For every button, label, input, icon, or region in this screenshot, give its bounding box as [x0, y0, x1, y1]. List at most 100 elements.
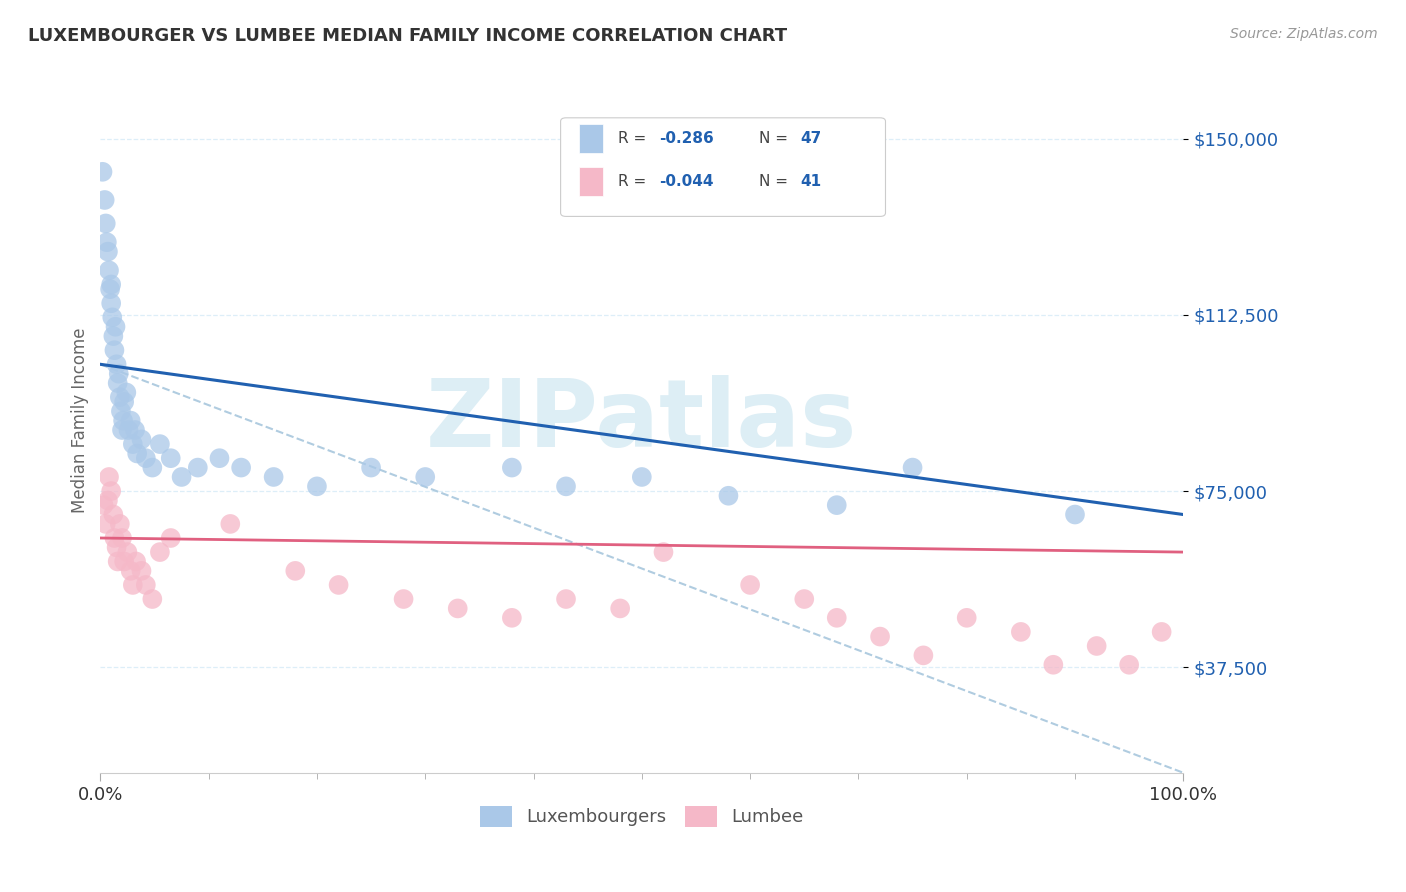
Point: [131, 564, 153, 578]
Point: [108, 390, 131, 404]
Point: [117, 423, 139, 437]
Point: [120, 564, 142, 578]
Point: [93, 193, 115, 207]
Point: [501, 460, 523, 475]
Point: [305, 479, 328, 493]
Point: [94, 516, 117, 531]
Point: [103, 531, 125, 545]
Point: [103, 343, 125, 358]
Point: [413, 470, 436, 484]
Point: [91, 165, 114, 179]
Point: [869, 630, 891, 644]
Point: [1118, 657, 1140, 672]
Point: [112, 395, 135, 409]
Point: [108, 516, 131, 531]
Text: -0.286: -0.286: [659, 131, 714, 146]
Point: [101, 310, 124, 325]
Point: [740, 578, 762, 592]
Point: [94, 217, 117, 231]
Point: [825, 498, 848, 512]
Point: [630, 470, 652, 484]
Point: [793, 592, 815, 607]
Point: [149, 545, 172, 559]
Point: [127, 446, 149, 460]
Point: [149, 437, 172, 451]
FancyBboxPatch shape: [561, 118, 886, 217]
Point: [105, 357, 128, 371]
Point: [555, 479, 578, 493]
Bar: [579, 124, 603, 153]
Point: [912, 648, 935, 663]
Text: R =: R =: [619, 174, 651, 189]
Point: [104, 319, 127, 334]
Point: [107, 554, 129, 568]
Point: [121, 437, 143, 451]
Point: [717, 489, 740, 503]
Point: [112, 554, 135, 568]
Point: [1042, 657, 1064, 672]
Point: [159, 451, 181, 466]
Text: LUXEMBOURGER VS LUMBEE MEDIAN FAMILY INCOME CORRELATION CHART: LUXEMBOURGER VS LUMBEE MEDIAN FAMILY INC…: [28, 27, 787, 45]
Point: [956, 611, 979, 625]
Point: [98, 282, 121, 296]
Point: [501, 611, 523, 625]
Point: [121, 578, 143, 592]
Point: [901, 460, 924, 475]
Point: [263, 470, 285, 484]
Y-axis label: Median Family Income: Median Family Income: [72, 328, 89, 514]
Point: [360, 460, 382, 475]
Point: [609, 601, 631, 615]
Text: N =: N =: [759, 174, 793, 189]
Point: [111, 423, 134, 437]
Point: [100, 296, 122, 310]
Point: [98, 470, 121, 484]
Point: [825, 611, 848, 625]
Point: [141, 460, 163, 475]
Point: [93, 498, 115, 512]
Point: [100, 277, 122, 292]
Point: [208, 451, 231, 466]
Point: [187, 460, 209, 475]
Point: [120, 414, 142, 428]
Point: [170, 470, 193, 484]
Point: [231, 460, 253, 475]
Text: R =: R =: [619, 131, 651, 146]
Text: 47: 47: [800, 131, 821, 146]
Point: [107, 376, 129, 390]
Point: [284, 564, 307, 578]
Point: [117, 545, 139, 559]
Point: [1150, 624, 1173, 639]
Text: ZIPatlas: ZIPatlas: [426, 375, 858, 467]
Point: [219, 516, 242, 531]
Point: [447, 601, 470, 615]
Point: [1085, 639, 1108, 653]
Legend: Luxembourgers, Lumbee: Luxembourgers, Lumbee: [472, 799, 811, 834]
Text: -0.044: -0.044: [659, 174, 714, 189]
Point: [159, 531, 181, 545]
Point: [1010, 624, 1032, 639]
Point: [107, 367, 129, 381]
Text: Source: ZipAtlas.com: Source: ZipAtlas.com: [1230, 27, 1378, 41]
Point: [98, 263, 121, 277]
Point: [141, 592, 163, 607]
Point: [115, 385, 138, 400]
Point: [103, 508, 125, 522]
Bar: [579, 167, 603, 196]
Point: [105, 541, 128, 555]
Point: [96, 235, 118, 250]
Point: [135, 451, 157, 466]
Text: 41: 41: [800, 174, 821, 189]
Point: [328, 578, 350, 592]
Point: [1064, 508, 1087, 522]
Point: [125, 554, 148, 568]
Point: [392, 592, 415, 607]
Text: N =: N =: [759, 131, 793, 146]
Point: [124, 423, 146, 437]
Point: [100, 484, 122, 499]
Point: [112, 414, 135, 428]
Point: [103, 329, 125, 343]
Point: [111, 531, 134, 545]
Point: [652, 545, 675, 559]
Point: [97, 493, 120, 508]
Point: [97, 244, 120, 259]
